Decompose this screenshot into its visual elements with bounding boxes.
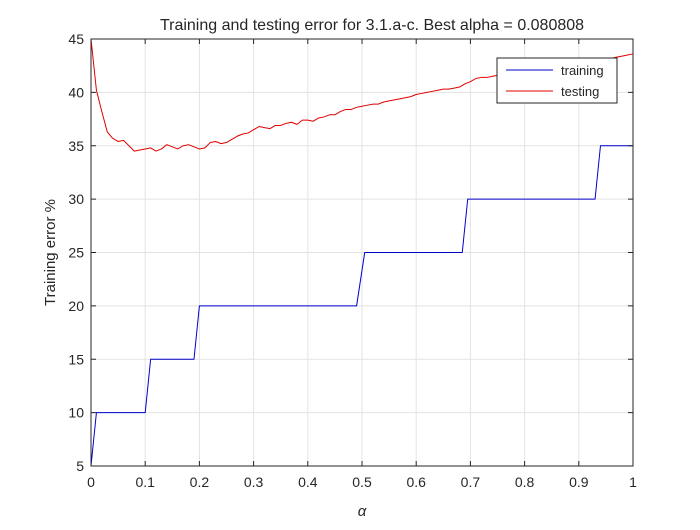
y-tick-label: 45 (68, 31, 84, 47)
legend-box (496, 57, 618, 104)
x-tick-label: 0.6 (406, 474, 426, 490)
x-tick-label: 0.4 (298, 474, 318, 490)
x-tick-label: 0.5 (352, 474, 372, 490)
y-tick-label: 10 (68, 405, 84, 421)
x-tick-label: 0.1 (135, 474, 155, 490)
y-tick-label: 35 (68, 138, 84, 154)
y-tick-label: 40 (68, 84, 84, 100)
x-tick-label: 0.7 (461, 474, 481, 490)
chart-title: Training and testing error for 3.1.a-c. … (160, 17, 584, 34)
x-tick-label: 0.3 (244, 474, 264, 490)
x-tick-label: 1 (629, 474, 637, 490)
legend-label-testing: testing (561, 84, 599, 99)
ticks: 0 0.1 0.2 0.3 0.4 0.5 0.6 0.7 0.8 0.9 151015202530… (68, 31, 637, 490)
series-line-training (90, 145, 633, 467)
x-tick-label: 0.9 (569, 474, 589, 490)
legend-label-training: training (561, 63, 604, 78)
y-tick-label: 15 (68, 351, 84, 367)
x-tick-label: 0.2 (190, 474, 210, 490)
y-tick-label: 25 (68, 245, 84, 261)
x-tick-label: 0.8 (515, 474, 535, 490)
y-tick-label: 30 (68, 191, 84, 207)
legend: training testing (496, 57, 618, 104)
y-tick-label: 20 (68, 298, 84, 314)
x-axis-label: α (358, 503, 367, 520)
y-tick-label: 5 (76, 458, 84, 474)
x-tick-label: 0 (87, 474, 95, 490)
y-axis-label: Training error % (42, 199, 59, 306)
